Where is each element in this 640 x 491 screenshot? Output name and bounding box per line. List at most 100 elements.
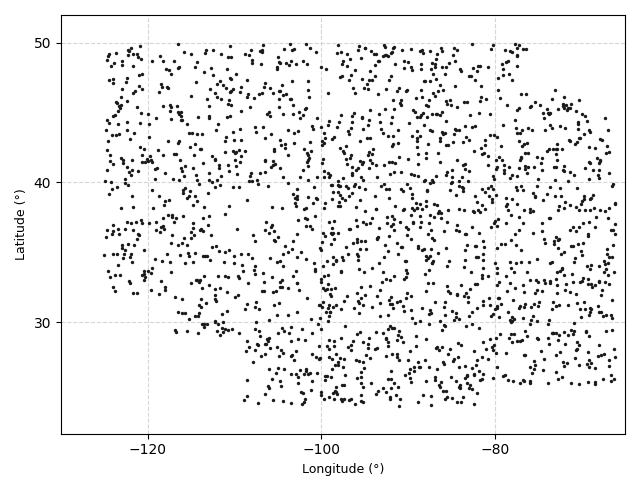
Point xyxy=(505,316,515,324)
Point xyxy=(559,93,569,101)
Point xyxy=(398,207,408,215)
Point xyxy=(323,169,333,177)
Point xyxy=(202,221,212,229)
Point xyxy=(319,204,330,212)
Point xyxy=(572,346,582,354)
Point xyxy=(175,156,185,164)
Point xyxy=(483,272,493,279)
Point xyxy=(234,146,244,154)
Point xyxy=(417,93,428,101)
Point xyxy=(344,192,354,200)
Point xyxy=(555,349,565,356)
Point xyxy=(566,100,576,108)
Point xyxy=(425,126,435,134)
Point xyxy=(180,162,190,169)
Point xyxy=(202,320,212,328)
Point xyxy=(374,117,385,125)
Point xyxy=(412,128,422,136)
Point xyxy=(549,163,559,171)
Point xyxy=(292,373,303,381)
Point xyxy=(315,244,325,252)
Point xyxy=(490,165,500,173)
Point xyxy=(522,138,532,146)
Point xyxy=(139,145,149,153)
Point xyxy=(430,298,440,306)
Point xyxy=(464,167,474,175)
Point xyxy=(234,125,244,133)
Point xyxy=(543,320,553,327)
Point xyxy=(314,315,324,323)
Point xyxy=(419,177,429,185)
Point xyxy=(253,399,263,407)
Point xyxy=(467,320,477,327)
Point xyxy=(302,60,312,68)
Point xyxy=(189,152,199,160)
Point xyxy=(451,377,461,385)
Point xyxy=(334,118,344,126)
Point xyxy=(490,218,500,225)
Point xyxy=(416,110,426,118)
Point xyxy=(610,353,620,361)
Point xyxy=(583,280,593,288)
Point xyxy=(114,230,124,238)
Point xyxy=(588,191,598,199)
Point xyxy=(261,340,271,348)
Point xyxy=(536,347,546,355)
Point xyxy=(478,237,488,245)
Point xyxy=(218,318,228,326)
Point xyxy=(225,112,236,120)
Point xyxy=(556,249,566,257)
Point xyxy=(437,128,447,136)
Point xyxy=(551,233,561,241)
Point xyxy=(346,124,356,132)
Point xyxy=(586,194,596,202)
Point xyxy=(445,289,456,297)
Point xyxy=(483,161,493,169)
Point xyxy=(401,294,411,302)
Point xyxy=(477,201,487,209)
Point xyxy=(182,327,192,335)
Point xyxy=(280,139,290,147)
Point xyxy=(360,186,370,193)
Point xyxy=(252,319,262,327)
Point xyxy=(602,246,612,253)
Point xyxy=(469,370,479,378)
Point xyxy=(584,143,594,151)
Point xyxy=(310,353,321,360)
Point xyxy=(483,63,493,71)
Point xyxy=(171,214,181,221)
Point xyxy=(274,103,284,111)
Point xyxy=(387,324,397,332)
Point xyxy=(254,90,264,98)
Point xyxy=(100,177,110,185)
Point xyxy=(357,160,367,168)
Point xyxy=(554,235,564,243)
Point xyxy=(472,304,483,312)
Point xyxy=(304,94,314,102)
Point xyxy=(254,304,264,312)
Point xyxy=(582,230,593,238)
Point xyxy=(472,356,482,364)
Point xyxy=(260,80,270,87)
Point xyxy=(336,48,346,56)
Point xyxy=(432,110,442,118)
Point xyxy=(176,111,186,119)
Point xyxy=(454,126,464,134)
Point xyxy=(223,100,234,108)
Point xyxy=(124,181,134,189)
Point xyxy=(543,109,554,117)
Point xyxy=(419,121,429,129)
Point xyxy=(370,72,380,80)
Point xyxy=(492,302,502,310)
Point xyxy=(264,316,275,324)
Point xyxy=(147,269,157,276)
Point xyxy=(291,253,301,261)
Point xyxy=(499,169,509,177)
Point xyxy=(319,139,329,147)
Point xyxy=(438,357,449,365)
Point xyxy=(145,153,155,161)
Point xyxy=(341,51,351,58)
Point xyxy=(394,396,404,404)
Point xyxy=(483,152,493,160)
Point xyxy=(568,278,579,286)
